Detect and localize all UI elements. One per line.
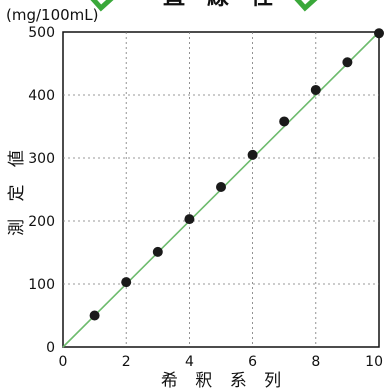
y-tick-label: 100 (28, 277, 55, 293)
data-point (216, 181, 226, 192)
y-tick-label: 200 (28, 214, 55, 230)
x-tick-label: 0 (59, 354, 68, 370)
header-check-mark-right (294, 0, 318, 12)
data-point (342, 57, 353, 68)
data-point (184, 214, 195, 225)
x-axis-ticks: 0 2 4 6 8 10 (59, 354, 383, 370)
x-tick-label: 2 (122, 354, 131, 370)
data-point (310, 84, 321, 95)
data-point (279, 116, 290, 127)
unit-label: (mg/100mL) (6, 6, 99, 24)
x-tick-label: 6 (248, 354, 257, 370)
data-point (374, 28, 384, 39)
y-tick-label: 400 (28, 88, 55, 104)
data-point (152, 246, 163, 257)
y-tick-label: 300 (28, 151, 55, 167)
y-tick-label: 500 (28, 25, 55, 41)
data-points (89, 28, 384, 321)
chart-header-text: 直 線 性 (163, 0, 273, 10)
x-tick-label: 10 (365, 354, 383, 370)
y-axis-title: 測 定 値 (7, 144, 27, 236)
header-check-mark-left (90, 0, 114, 12)
y-tick-label: 0 (46, 340, 55, 356)
data-point (121, 277, 132, 288)
header-decoration: 直 線 性 (90, 0, 318, 12)
data-point (247, 149, 258, 160)
x-tick-label: 4 (185, 354, 194, 370)
x-axis-title: 希 釈 系 列 (161, 371, 287, 390)
x-tick-label: 8 (311, 354, 320, 370)
data-point (89, 310, 100, 321)
y-axis-ticks: 0 100 200 300 400 500 (28, 25, 55, 356)
